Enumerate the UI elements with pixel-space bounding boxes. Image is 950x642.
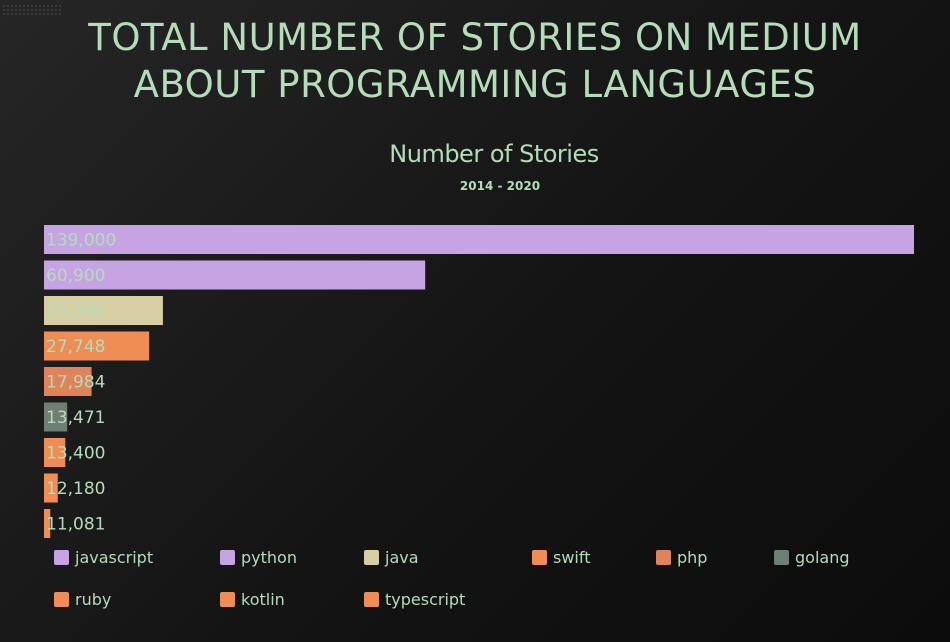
legend-item-php[interactable]: php [656,548,707,567]
legend-item-javascript[interactable]: javascript [54,548,153,567]
legend-swatch-typescript [364,592,379,607]
legend-label-kotlin: kotlin [241,590,285,609]
legend-label-php: php [677,548,708,567]
page-title: TOTAL NUMBER OF STORIES ON MEDIUM ABOUT … [0,14,950,108]
bar-ruby [44,438,66,467]
page-title-line2: ABOUT PROGRAMMING LANGUAGES [133,63,817,106]
legend-item-java[interactable]: java [364,548,419,567]
legend-swatch-php [656,550,671,565]
data-label-golang: 13,471 [46,408,105,428]
data-label-typescript: 11,081 [46,515,105,535]
corner-decoration [2,4,62,16]
legend-label-swift: swift [553,548,591,567]
legend-swatch-swift [532,550,547,565]
legend-label-javascript: javascript [75,548,154,567]
data-label-ruby: 13,400 [46,444,105,464]
legend-swatch-golang [774,550,789,565]
bar-golang [44,402,68,432]
bar-java [44,296,163,325]
bar-kotlin [44,473,58,503]
legend-item-golang[interactable]: golang [774,548,850,567]
chart-title: Number of Stories [389,140,599,168]
legend-label-python: python [241,548,297,567]
bar-swift [44,331,150,361]
data-label-javascript: 139,000 [46,231,116,251]
data-label-kotlin: 12,180 [46,479,105,499]
data-label-python: 60,900 [46,266,105,286]
bar-python [44,260,426,290]
chart-legend: javascript python java swift php golang ruby ko… [54,548,934,628]
legend-label-java: java [385,548,419,567]
legend-swatch-ruby [54,592,69,607]
page-title-line1: TOTAL NUMBER OF STORIES ON MEDIUM [88,16,862,59]
bar-php [44,367,92,396]
legend-label-typescript: typescript [385,590,466,609]
legend-item-kotlin[interactable]: kotlin [220,590,285,609]
legend-item-typescript[interactable]: typescript [364,590,465,609]
chart-subtitle: 2014 - 2020 [459,179,541,193]
legend-swatch-kotlin [220,592,235,607]
bar-typescript [44,509,51,538]
legend-swatch-javascript [54,550,69,565]
legend-label-ruby: ruby [75,590,112,609]
legend-item-ruby[interactable]: ruby [54,590,111,609]
data-label-php: 17,984 [46,373,105,393]
legend-swatch-java [364,550,379,565]
legend-label-golang: golang [795,548,850,567]
data-label-swift: 27,748 [46,337,105,357]
bar-javascript [44,225,914,254]
legend-item-python[interactable]: python [220,548,297,567]
legend-swatch-python [220,550,235,565]
data-label-java: 29,000 [46,302,105,322]
legend-item-swift[interactable]: swift [532,548,591,567]
